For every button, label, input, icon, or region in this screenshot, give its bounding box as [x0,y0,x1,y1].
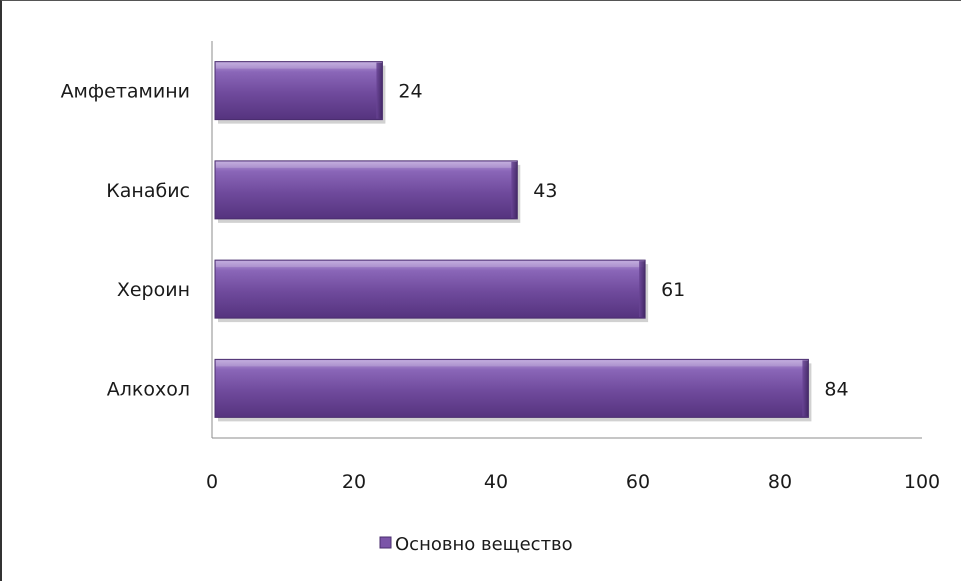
legend-label: Основно вещество [395,534,573,555]
legend-swatch [379,536,392,549]
bar-body [214,61,383,121]
x-tick-label: 20 [342,471,366,493]
x-tick-label: 60 [626,471,650,493]
category-label: Алкохол [107,378,190,400]
category-label: Амфетамини [61,81,190,103]
bar-cap [511,161,518,218]
x-tick-label: 80 [768,471,792,493]
category-label: Хероин [117,279,190,301]
x-tick-label: 40 [484,471,508,493]
bar [214,61,386,124]
bar [214,160,521,223]
bar-highlight [216,261,645,268]
bar-highlight [216,62,382,69]
labels: 0 20 40 60 80 100 Алкохол 84 Хероин 61 Канабис 43 Ам… [61,81,941,493]
bar-cap [639,261,646,318]
bar-body [214,358,809,418]
legend: Основно вещество [379,534,573,555]
data-label: 24 [398,81,422,103]
bar-cap [376,62,383,119]
bars [214,61,812,422]
data-label: 84 [824,378,848,400]
data-label: 43 [533,180,557,202]
bar [214,259,649,323]
category-label: Канабис [106,180,190,202]
bar-highlight [216,360,808,367]
data-label: 61 [661,279,685,301]
bar-body [214,259,646,319]
axes [211,41,922,439]
bar-cap [802,360,809,417]
bar [214,358,812,422]
bar-highlight [216,161,517,168]
bar-body [214,160,518,220]
x-tick-label: 100 [904,471,940,493]
x-tick-label: 0 [206,471,218,493]
